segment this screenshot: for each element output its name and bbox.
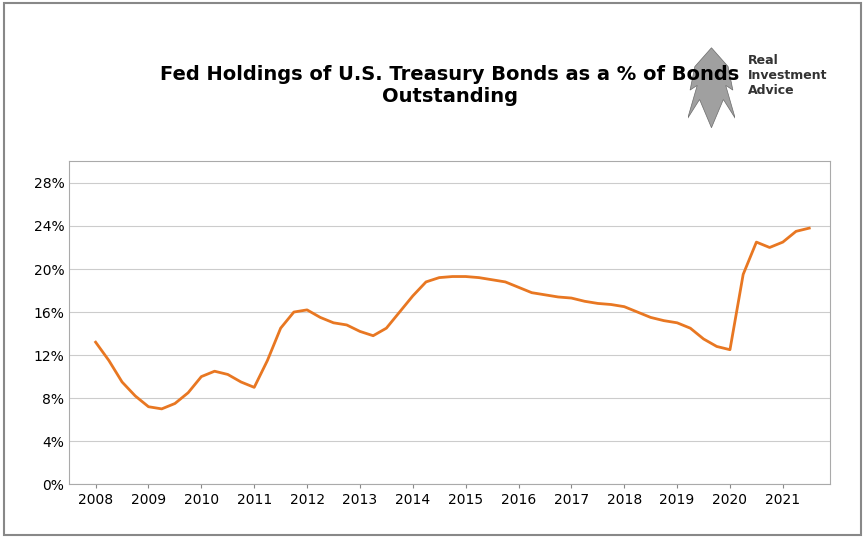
Text: Real
Investment
Advice: Real Investment Advice [748, 54, 828, 97]
Polygon shape [688, 48, 735, 128]
Text: Fed Holdings of U.S. Treasury Bonds as a % of Bonds
Outstanding: Fed Holdings of U.S. Treasury Bonds as a… [160, 65, 740, 105]
